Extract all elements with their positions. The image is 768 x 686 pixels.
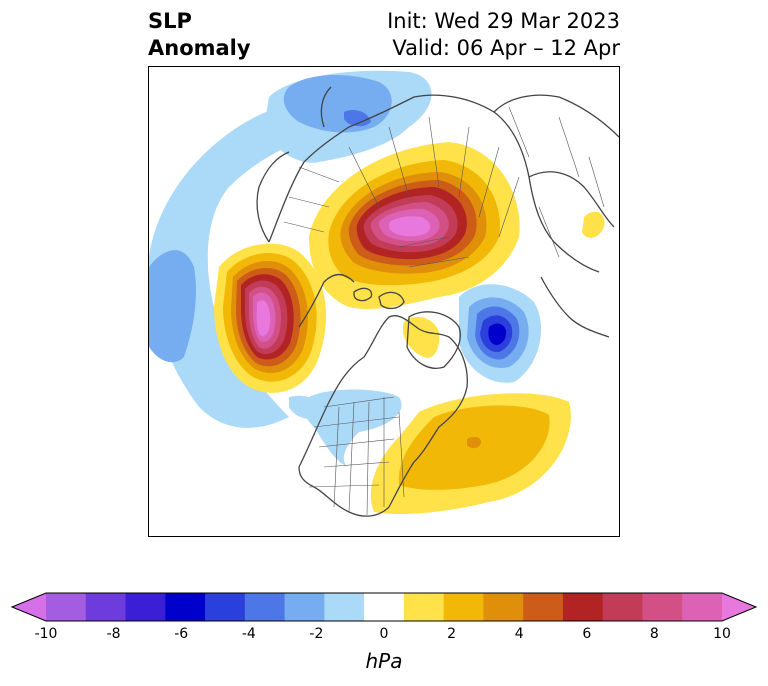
colorbar (10, 590, 758, 628)
colorbar-segment (364, 593, 405, 621)
colorbar-tick-label: -2 (309, 626, 324, 642)
colorbar-segment (443, 593, 484, 621)
colorbar-unit: hPa (365, 649, 403, 673)
colorbar-segment (642, 593, 683, 621)
asia-positive-anomaly (582, 211, 605, 239)
coastlines (256, 86, 619, 517)
title-variable-line1: SLP (148, 9, 192, 33)
colorbar-segment (403, 593, 445, 621)
colorbar-segment (46, 593, 87, 621)
colorbar-segment (125, 593, 166, 621)
colorbar-segment (523, 593, 564, 621)
colorbar-tick-label: 8 (649, 626, 659, 642)
colorbar-segment (562, 593, 604, 621)
map-title: SLP Anomaly (148, 8, 251, 62)
slp-anomaly-map (148, 66, 620, 537)
map-dates: Init: Wed 29 Mar 2023 Valid: 06 Apr – 12… (387, 8, 620, 62)
political-borders (283, 106, 605, 516)
colorbar-segment (602, 593, 643, 621)
colorbar-extend-min (12, 593, 46, 621)
colorbar-tick-label: -10 (34, 626, 58, 642)
colorbar-tick-label: 10 (713, 626, 731, 642)
colorbar-tick-label: 2 (447, 626, 457, 642)
colorbar-segment (205, 593, 246, 621)
colorbar-tick-label: 0 (379, 626, 389, 642)
atlantic-negative-anomaly (459, 284, 542, 383)
title-variable-line2: Anomaly (148, 36, 251, 60)
alaska-positive-anomaly (214, 243, 327, 393)
western-atlantic-positive-anomaly (370, 393, 571, 514)
colorbar-segment (244, 593, 286, 621)
valid-range: Valid: 06 Apr – 12 Apr (392, 36, 620, 60)
greenland-positive-anomaly (402, 316, 440, 358)
colorbar-segment (483, 593, 524, 621)
colorbar-tick-label: -6 (174, 626, 189, 642)
colorbar-tick-label: -4 (241, 626, 256, 642)
colorbar-segment (682, 593, 723, 621)
colorbar-ticks: -10 -8 -6 -4 -2 0 2 4 6 8 10 (0, 626, 768, 646)
colorbar-tick-label: -8 (106, 626, 121, 642)
colorbar-tick-label: 6 (582, 626, 592, 642)
europe-negative-anomaly (264, 70, 432, 163)
colorbar-segment (324, 593, 365, 621)
colorbar-segment (284, 593, 325, 621)
colorbar-segment (85, 593, 127, 621)
colorbar-segment (165, 593, 206, 621)
colorbar-tick-label: 4 (514, 626, 524, 642)
init-date: Init: Wed 29 Mar 2023 (387, 9, 620, 33)
colorbar-extend-max (722, 593, 756, 621)
colorbar-outline (10, 592, 758, 622)
siberia-positive-anomaly (309, 142, 520, 309)
